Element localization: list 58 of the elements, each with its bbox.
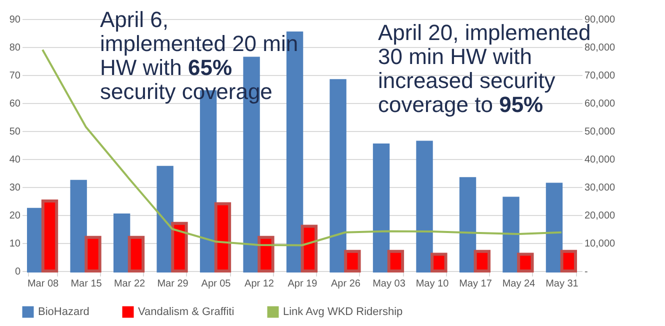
y2-tick-label: 10,000: [584, 238, 616, 250]
y-tick-label: 40: [9, 154, 21, 166]
bar: [430, 252, 448, 272]
bar: [84, 236, 102, 272]
bar: [344, 250, 361, 272]
bar: [474, 250, 491, 272]
y-tick-label: 10: [9, 238, 21, 250]
x-tick-label: Apr 26: [331, 278, 361, 290]
bar: [214, 202, 232, 272]
y2-tick-label: 60,000: [584, 98, 616, 110]
x-tick-label: Apr 12: [244, 278, 274, 290]
x-tick-label: May 10: [416, 278, 450, 290]
bar: [258, 236, 274, 272]
y2-tick-label: 20,000: [584, 210, 616, 222]
y2-tick-label: 80,000: [584, 42, 616, 54]
bar: [416, 140, 433, 272]
legend-label: Vandalism & Graffiti: [138, 306, 234, 318]
y2-tick-label: 90,000: [584, 14, 616, 26]
bar: [546, 182, 563, 272]
y-tick-label: 20: [9, 210, 21, 222]
y2-tick-label: 50,000: [584, 126, 616, 138]
x-tick-label: Apr 19: [288, 278, 318, 290]
bar: [171, 222, 188, 272]
x-tick-label: May 17: [459, 278, 492, 290]
bar: [128, 236, 145, 272]
x-tick-label: Apr 05: [201, 278, 232, 290]
bar: [156, 166, 174, 272]
x-tick-label: Mar 22: [114, 278, 146, 290]
bar: [372, 144, 390, 272]
x-tick-label: May 31: [546, 278, 579, 290]
y-tick-label: 60: [9, 98, 21, 110]
x-tick-label: Mar 08: [27, 278, 60, 290]
bar: [560, 250, 578, 272]
bar: [70, 180, 87, 272]
y-tick-label: 80: [9, 42, 21, 54]
bar: [517, 252, 534, 272]
x-tick-label: May 24: [502, 278, 536, 290]
bar: [502, 196, 520, 272]
bar: [459, 177, 476, 272]
y-tick-label: 70: [9, 70, 21, 82]
bar: [330, 79, 346, 272]
x-tick-label: May 03: [372, 278, 406, 290]
y2-tick-label: 30,000: [584, 182, 616, 194]
y2-tick-label: 70,000: [584, 70, 616, 82]
x-tick-label: Mar 15: [70, 278, 102, 290]
y-tick-label: 30: [9, 182, 21, 194]
x-tick-label: Mar 29: [157, 278, 189, 290]
legend-label: Link Avg WKD Ridership: [283, 306, 403, 318]
bar: [41, 200, 58, 272]
legend-label: BioHazard: [38, 306, 90, 318]
y2-tick-label: -: [584, 266, 588, 278]
bar: [387, 250, 404, 272]
bar: [300, 224, 318, 272]
y-tick-label: 0: [14, 266, 21, 278]
bar: [113, 214, 130, 272]
y2-tick-label: 40,000: [584, 154, 616, 166]
y-tick-label: 50: [9, 126, 21, 138]
y-tick-label: 90: [9, 14, 21, 26]
